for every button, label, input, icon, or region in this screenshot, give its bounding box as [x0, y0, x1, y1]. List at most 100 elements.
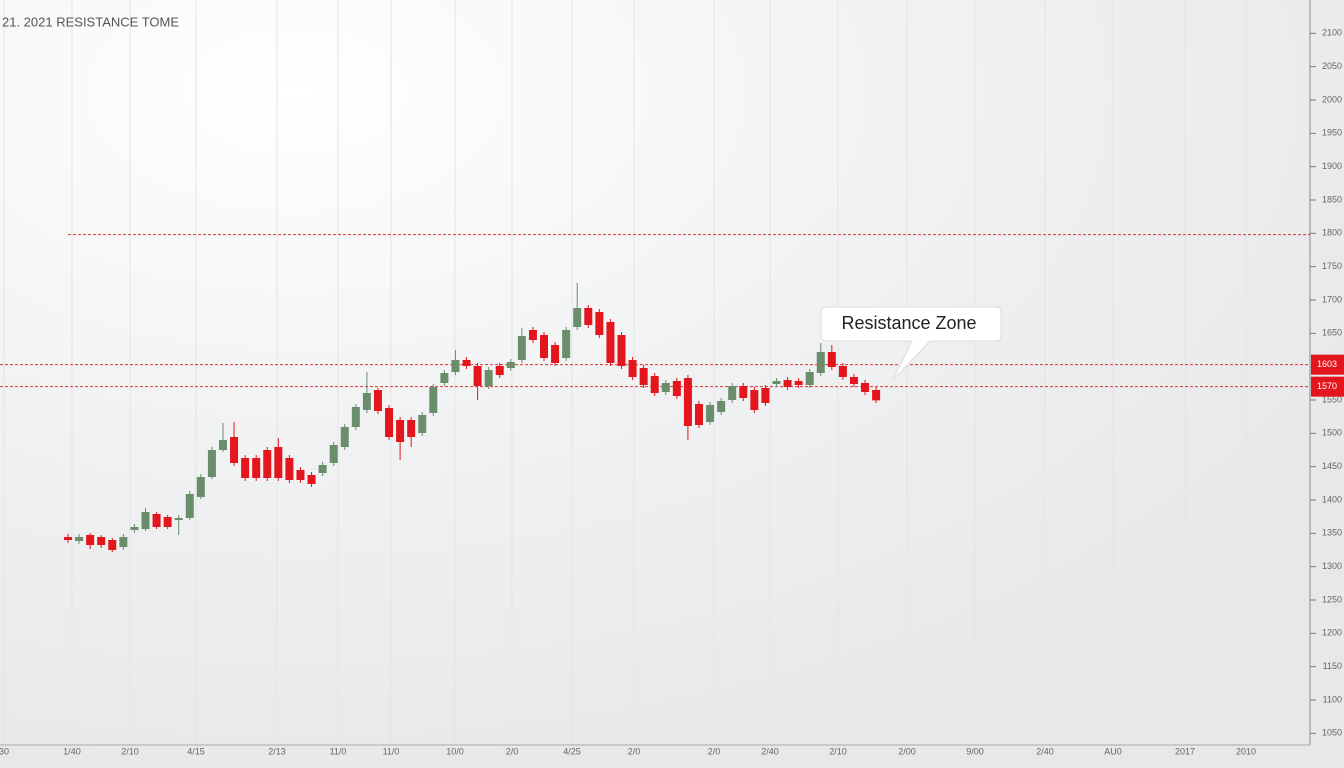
- price-label: 1570: [1317, 381, 1337, 391]
- candle-body: [152, 514, 161, 527]
- candle-body: [595, 312, 604, 335]
- x-tick-label: AU0: [1104, 746, 1122, 756]
- candle-body: [218, 440, 227, 450]
- x-tick-label: 1/40: [63, 746, 81, 756]
- candle-body: [672, 381, 681, 396]
- candle-body: [75, 537, 84, 541]
- y-tick-label: 1050: [1322, 728, 1342, 738]
- candle-body: [307, 475, 316, 484]
- y-tick-label: 1100: [1323, 694, 1342, 704]
- candle-body: [794, 381, 803, 385]
- candle-body: [717, 401, 726, 412]
- candle-body: [429, 387, 438, 413]
- candle-body: [274, 447, 283, 478]
- candle-body: [373, 390, 382, 411]
- x-tick-label: 2/00: [898, 746, 916, 756]
- candle-body: [661, 383, 670, 392]
- candle-body: [484, 370, 493, 386]
- y-tick-label: 1150: [1323, 661, 1342, 671]
- candle-body: [783, 380, 792, 387]
- candle-body: [329, 445, 338, 463]
- y-tick-label: 1500: [1322, 428, 1342, 438]
- candle-body: [861, 383, 870, 392]
- candle-body: [639, 368, 648, 385]
- candle-body: [506, 362, 515, 368]
- candle-body: [528, 330, 537, 340]
- candle-body: [706, 405, 715, 422]
- candle-body: [141, 512, 150, 529]
- candle-body: [573, 308, 582, 327]
- candle-body: [838, 366, 847, 377]
- candle-body: [805, 372, 814, 385]
- candle-body: [683, 378, 692, 426]
- x-tick-label: 2/0: [708, 746, 721, 756]
- candle-body: [728, 386, 737, 400]
- annotation-text: Resistance Zone: [841, 313, 976, 333]
- candle-body: [772, 381, 781, 384]
- candle-body: [694, 404, 703, 425]
- candle-body: [396, 420, 405, 442]
- y-tick-label: 1200: [1322, 628, 1342, 638]
- candle-body: [196, 477, 205, 497]
- candle-body: [296, 470, 305, 480]
- y-tick-label: 1750: [1322, 261, 1342, 271]
- candle-body: [97, 537, 106, 545]
- candle-body: [495, 366, 504, 375]
- candle-body: [351, 407, 360, 427]
- y-tick-label: 1700: [1322, 294, 1342, 304]
- price-label: 1603: [1317, 359, 1337, 369]
- candle-body: [606, 322, 615, 363]
- candle-body: [119, 537, 128, 547]
- y-tick-label: 1950: [1322, 128, 1342, 138]
- candle-body: [827, 352, 836, 367]
- y-tick-label: 1650: [1322, 328, 1342, 338]
- annotation-box: [820, 306, 1002, 381]
- candle-body: [517, 336, 526, 360]
- x-tick-label: 2/10: [121, 746, 139, 756]
- candle-body: [462, 360, 471, 366]
- chart-title: 21. 2021 RESISTANCE TOME: [2, 14, 179, 29]
- candle-body: [163, 517, 172, 527]
- x-tick-label: 2/0: [628, 746, 641, 756]
- annotation: Resistance Zone: [820, 306, 1002, 381]
- candle-body: [362, 393, 371, 410]
- candle-body: [650, 376, 659, 393]
- candle-body: [440, 373, 449, 383]
- x-tick-label: 2/10: [829, 746, 847, 756]
- x-tick-label: 4/25: [563, 746, 581, 756]
- candle-body: [407, 420, 416, 437]
- y-tick-label: 1400: [1322, 494, 1342, 504]
- candle-body: [230, 437, 239, 463]
- candle-body: [318, 465, 327, 473]
- x-tick-label: 2/0: [506, 746, 519, 756]
- candle-body: [451, 360, 460, 372]
- y-tick-label: 2000: [1322, 94, 1342, 104]
- x-tick-label: 11/0: [383, 746, 400, 756]
- candle-body: [849, 377, 858, 384]
- y-tick-label: 1300: [1322, 561, 1342, 571]
- candle-body: [418, 415, 427, 433]
- candle-body: [584, 308, 593, 325]
- x-tick-label: 2/40: [1036, 746, 1054, 756]
- y-tick-label: 2050: [1322, 61, 1342, 71]
- candle-body: [252, 458, 261, 478]
- candle-body: [241, 458, 250, 478]
- candle-body: [562, 330, 571, 358]
- y-tick-label: 1450: [1322, 461, 1342, 471]
- y-tick-label: 1800: [1322, 228, 1342, 238]
- candle-body: [739, 386, 748, 398]
- candle-body: [130, 527, 139, 530]
- x-tick-label: 2/40: [761, 746, 779, 756]
- candle-body: [473, 366, 482, 386]
- candle-body: [207, 450, 216, 477]
- candle-body: [108, 540, 117, 550]
- candle-body: [174, 518, 183, 520]
- candle-body: [86, 535, 95, 545]
- x-tick-label: 9/00: [966, 746, 984, 756]
- candle-body: [285, 458, 294, 480]
- price-label-box: [1311, 376, 1344, 397]
- candle-body: [750, 390, 759, 410]
- x-tick-label: 30: [0, 746, 9, 756]
